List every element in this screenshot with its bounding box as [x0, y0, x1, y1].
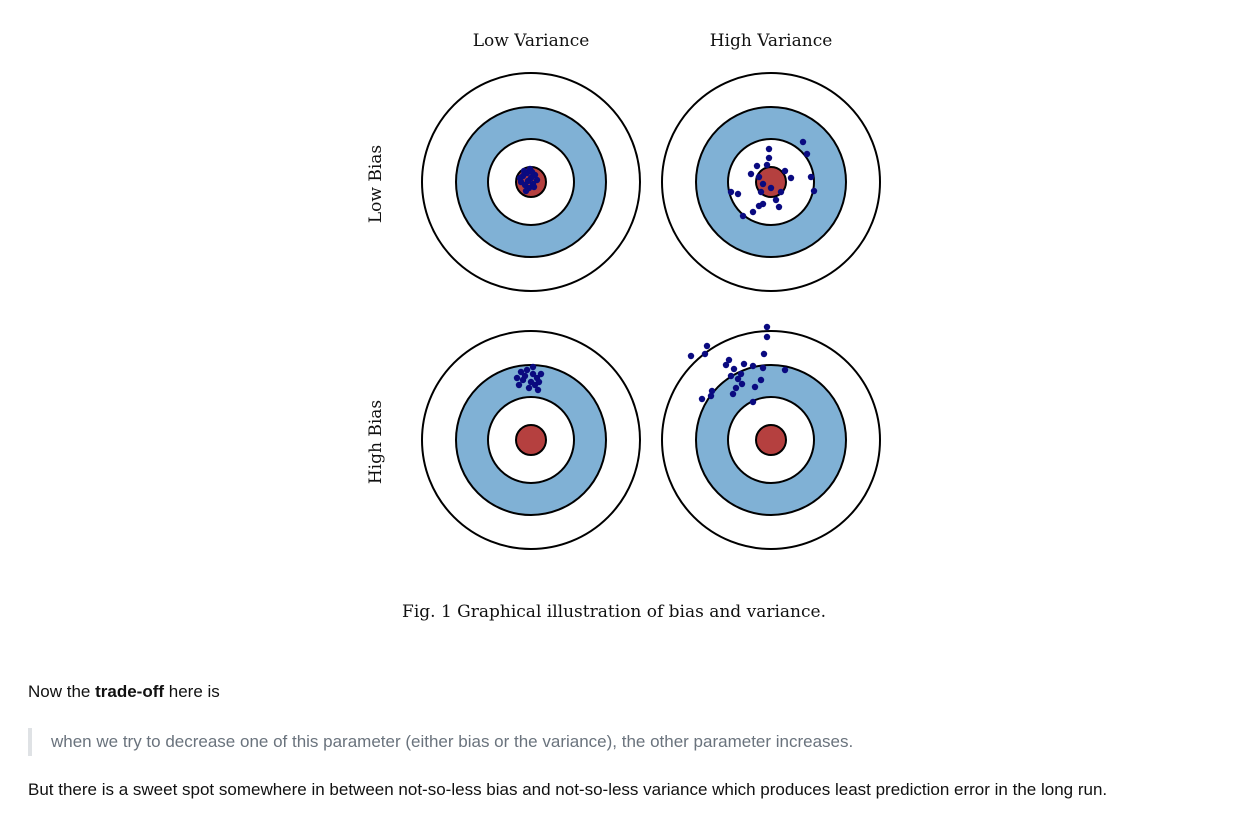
shot-dot: [763, 323, 771, 331]
shot-dot: [516, 174, 524, 182]
shot-dot: [701, 350, 709, 358]
shot-dot: [524, 177, 532, 185]
shot-dot: [732, 384, 740, 392]
col-label-high-variance: High Variance: [709, 31, 833, 51]
shot-dot: [729, 390, 737, 398]
paragraph-tradeoff: Now the trade-off here is: [28, 682, 220, 702]
paragraph-sweet-spot: But there is a sweet spot somewhere in b…: [28, 780, 1108, 799]
shot-dot: [749, 362, 757, 370]
target-low-bias-low-variance: [421, 72, 641, 292]
shot-dot: [537, 370, 545, 378]
shot-dot: [517, 368, 525, 376]
shot-dot: [749, 208, 757, 216]
targets-graphic: [421, 72, 881, 550]
shot-dot: [513, 374, 521, 382]
shot-dot: [727, 372, 735, 380]
shot-dot: [533, 176, 541, 184]
shot-dot: [687, 352, 695, 360]
shot-dot: [757, 188, 765, 196]
shot-dot: [755, 202, 763, 210]
shot-dot: [810, 187, 818, 195]
shot-dot: [737, 370, 745, 378]
shot-dot: [775, 203, 783, 211]
row-label-low-bias: Low Bias: [366, 144, 386, 224]
target-high-bias-low-variance: [421, 330, 641, 550]
shot-dot: [753, 162, 761, 170]
shot-dot: [530, 183, 538, 191]
shot-dot: [523, 366, 531, 374]
shot-dot: [740, 360, 748, 368]
shot-dot: [765, 154, 773, 162]
shot-dot: [765, 145, 773, 153]
shot-dot: [707, 392, 715, 400]
shot-dot: [772, 196, 780, 204]
shot-dot: [759, 364, 767, 372]
shot-dot: [803, 150, 811, 158]
shot-dot: [781, 366, 789, 374]
shot-dot: [727, 188, 735, 196]
row-label-high-bias: High Bias: [366, 399, 386, 485]
bullseye: [755, 166, 787, 198]
shot-dot: [799, 138, 807, 146]
shot-dot: [734, 375, 742, 383]
shot-dot: [767, 184, 775, 192]
col-label-low-variance: Low Variance: [472, 31, 590, 51]
shot-dot: [698, 395, 706, 403]
shot-dot: [725, 356, 733, 364]
bullseye: [515, 424, 547, 456]
shot-dot: [751, 383, 759, 391]
shot-dot: [534, 386, 542, 394]
shot-dot: [535, 378, 543, 386]
shot-dot: [759, 180, 767, 188]
shot-dot: [763, 161, 771, 169]
shot-dot: [522, 187, 530, 195]
shot-dot: [529, 370, 537, 378]
shot-dot: [807, 173, 815, 181]
shot-dot: [757, 376, 765, 384]
paragraph-text: here is: [164, 682, 220, 701]
shot-dot: [738, 380, 746, 388]
blockquote: when we try to decrease one of this para…: [28, 728, 853, 756]
target-low-bias-high-variance: [661, 72, 881, 292]
paragraph-text: Now the: [28, 682, 96, 701]
shot-dot: [781, 167, 789, 175]
shot-dot: [520, 167, 528, 175]
bullseye: [755, 424, 787, 456]
shot-dot: [787, 174, 795, 182]
shot-dot: [734, 190, 742, 198]
shot-dot: [515, 381, 523, 389]
shot-dot: [777, 188, 785, 196]
shot-dot: [521, 372, 529, 380]
shot-dot: [763, 333, 771, 341]
shot-dot: [526, 165, 534, 173]
shot-dot: [525, 384, 533, 392]
bias-variance-figure: Low Variance High Variance Low Bias High…: [366, 31, 881, 622]
shot-dot: [755, 173, 763, 181]
shot-dot: [747, 170, 755, 178]
shot-dot: [703, 342, 711, 350]
figure-caption: Fig. 1 Graphical illustration of bias an…: [402, 602, 826, 622]
bold-tradeoff: trade-off: [95, 682, 165, 701]
shot-dot: [749, 398, 757, 406]
shot-dot: [760, 350, 768, 358]
shot-dot: [708, 387, 716, 395]
shot-dot: [529, 363, 537, 371]
target-high-bias-high-variance: [661, 323, 881, 550]
shot-dot: [730, 365, 738, 373]
shot-dot: [722, 361, 730, 369]
shot-dot: [739, 212, 747, 220]
